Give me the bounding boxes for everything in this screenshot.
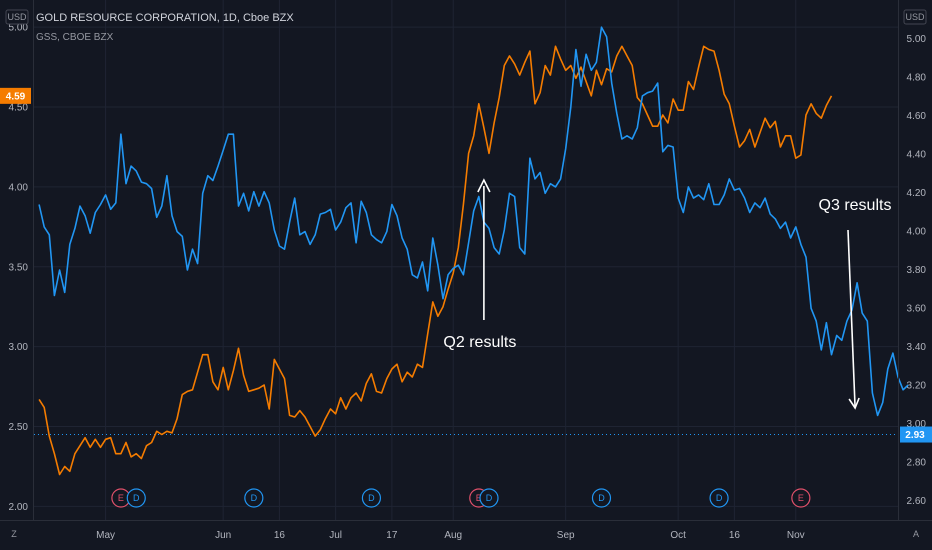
auto-scale-button[interactable]: A — [913, 529, 919, 539]
series-line-1[interactable] — [38, 26, 909, 417]
y-left-tick-label: 2.50 — [9, 422, 29, 433]
y-left-tick-label: 3.50 — [9, 262, 29, 273]
chart-subtitle: GSS, CBOE BZX — [36, 32, 114, 43]
annotation-arrow-q3 — [847, 229, 856, 409]
dividend-marker[interactable] — [244, 488, 264, 508]
y-right-tick-label: 4.60 — [907, 111, 927, 122]
series-layer — [38, 26, 909, 476]
y-right-tick-label: 2.60 — [907, 496, 927, 507]
y-right-tick-label: 3.20 — [907, 381, 927, 392]
y-left-tick-label: 4.00 — [9, 182, 29, 193]
earnings-marker-label: E — [798, 493, 804, 503]
currency-left: USD — [7, 12, 27, 22]
x-tick-label: Sep — [557, 530, 575, 541]
annotation-q3-results: Q3 results — [819, 197, 892, 214]
x-tick-label: May — [96, 530, 115, 541]
y-left-tick-label: 3.00 — [9, 342, 29, 353]
y-right-tick-label: 4.20 — [907, 188, 927, 199]
price-tag-right-bg — [900, 426, 932, 443]
price-tag-right: 2.93 — [905, 430, 925, 441]
dividend-marker[interactable] — [361, 488, 382, 508]
x-tick-label: Jun — [215, 530, 231, 541]
y-right-tick-label: 3.60 — [907, 304, 927, 315]
y-right-tick-label: 4.00 — [907, 227, 927, 238]
y-right-tick-label: 3.80 — [907, 265, 927, 276]
dividend-marker-label: D — [251, 493, 258, 503]
earnings-marker-label: E — [476, 493, 482, 503]
annotation-arrowhead-q2 — [477, 178, 491, 193]
earnings-marker[interactable] — [791, 488, 811, 508]
dividend-marker[interactable] — [479, 488, 499, 508]
y-right-tick-label: 4.40 — [907, 150, 927, 161]
y-left-tick-label: 5.00 — [9, 23, 29, 34]
dividend-marker-label: D — [486, 493, 493, 503]
y-right-tick-label: 2.80 — [907, 458, 927, 469]
dividend-marker-label: D — [368, 493, 375, 503]
x-tick-label: 16 — [729, 530, 741, 541]
x-tick-label: Nov — [787, 530, 805, 541]
earnings-marker-label: E — [118, 493, 124, 503]
price-tag-left: 4.59 — [6, 91, 26, 102]
x-tick-label: Jul — [329, 530, 342, 541]
y-right-tick-label: 5.00 — [907, 34, 927, 45]
dividend-marker-label: D — [598, 493, 605, 503]
dividend-marker-label: D — [133, 493, 140, 503]
grid — [34, 0, 898, 520]
x-tick-label: 17 — [386, 530, 398, 541]
currency-right: USD — [905, 12, 925, 22]
chart-title: GOLD RESOURCE CORPORATION, 1D, Cboe BZX — [36, 12, 294, 24]
timezone-button[interactable]: Z — [11, 529, 17, 539]
x-tick-label: Aug — [444, 530, 462, 541]
dividend-marker[interactable] — [591, 488, 612, 508]
y-right-tick-label: 4.80 — [907, 73, 927, 84]
x-tick-label: Oct — [670, 530, 686, 541]
annotation-q2-results: Q2 results — [443, 334, 516, 351]
y-right-tick-label: 3.40 — [907, 342, 927, 353]
annotations: Q2 results Q3 results — [443, 178, 892, 410]
currency-badge-right[interactable] — [903, 9, 927, 25]
dividend-marker-label: D — [716, 493, 723, 503]
currency-badge-left[interactable] — [5, 9, 29, 25]
price-tag-left-bg — [0, 87, 31, 104]
series-line-0[interactable] — [38, 45, 833, 476]
x-tick-label: 16 — [274, 530, 286, 541]
dividend-marker[interactable] — [709, 488, 729, 508]
dividend-marker[interactable] — [126, 488, 146, 508]
y-left-tick-label: 4.50 — [9, 103, 29, 114]
annotation-arrowhead-q3 — [848, 397, 860, 410]
y-left-tick-label: 2.00 — [9, 502, 29, 513]
y-right-tick-label: 3.00 — [907, 419, 927, 430]
